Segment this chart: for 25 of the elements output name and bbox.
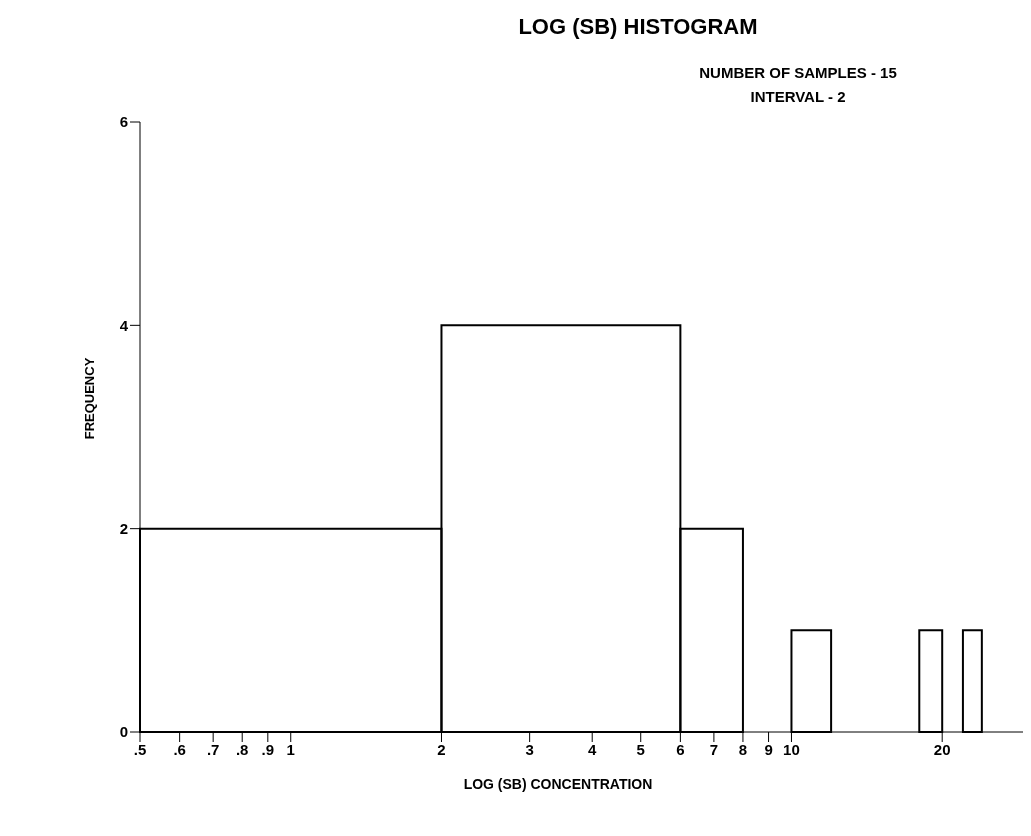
x-tick-label: .7 — [206, 740, 220, 758]
y-axis-title: FREQUENCY — [82, 357, 98, 439]
x-tick-label: 4 — [588, 740, 598, 758]
x-tick-label: 6 — [676, 740, 685, 758]
x-tick-label: 8 — [738, 740, 748, 758]
x-tick-label: 20 — [933, 740, 951, 758]
x-tick-label: 7 — [709, 740, 719, 758]
x-tick-label: 2 — [437, 740, 446, 758]
text: INTERVAL - 2 — [749, 88, 847, 105]
x-tick-label: .5 — [133, 740, 147, 758]
x-tick-label: 1 — [286, 740, 295, 758]
x-tick-label: .8 — [235, 740, 249, 758]
text: NUMBER OF SAMPLES - 15 — [698, 64, 898, 81]
x-tick-label: .9 — [261, 740, 275, 758]
x-axis-title: LOG (SB) CONCENTRATION — [462, 776, 654, 792]
y-tick-label: 4 — [119, 316, 129, 334]
y-tick-label: 6 — [119, 113, 128, 131]
x-tick-label: .6 — [173, 740, 186, 758]
x-tick-label: 10 — [783, 740, 800, 758]
y-tick-label: 0 — [119, 723, 128, 741]
y-tick-label: 2 — [119, 519, 128, 537]
x-tick-label: 5 — [636, 740, 645, 758]
x-tick-label: 3 — [525, 740, 534, 758]
chart-title: LOG (SB) HISTOGRAM — [517, 14, 759, 40]
x-tick-label: 9 — [764, 740, 773, 758]
